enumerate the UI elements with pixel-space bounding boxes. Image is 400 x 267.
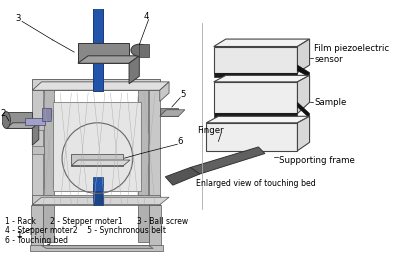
Bar [53, 102, 141, 191]
Bar [93, 0, 103, 91]
Polygon shape [32, 82, 169, 90]
Bar [42, 108, 51, 121]
Text: 1: 1 [16, 231, 21, 240]
Polygon shape [160, 110, 185, 116]
Polygon shape [298, 116, 310, 151]
Polygon shape [32, 123, 39, 145]
Text: 6: 6 [178, 137, 183, 146]
Bar [71, 154, 124, 166]
Polygon shape [206, 123, 298, 151]
Polygon shape [6, 123, 39, 128]
Bar [32, 123, 44, 130]
Text: 5: 5 [180, 91, 186, 99]
Polygon shape [214, 113, 298, 118]
Polygon shape [78, 56, 139, 63]
Polygon shape [298, 102, 310, 118]
Text: Supporting frame: Supporting frame [279, 155, 355, 164]
Polygon shape [298, 39, 310, 73]
Polygon shape [190, 147, 265, 174]
Bar [32, 88, 44, 205]
Bar [139, 44, 149, 57]
Bar [138, 88, 148, 199]
Polygon shape [214, 39, 310, 46]
Polygon shape [298, 75, 310, 113]
Bar [44, 203, 54, 242]
Text: 4 - Stepper moter2    5 - Synchronous belt: 4 - Stepper moter2 5 - Synchronous belt [5, 226, 166, 235]
Polygon shape [160, 82, 169, 101]
Bar [30, 245, 162, 251]
Ellipse shape [131, 44, 148, 56]
Polygon shape [214, 75, 310, 82]
Text: 4: 4 [143, 12, 148, 21]
Bar [25, 118, 45, 125]
Text: 6 - Touching bed: 6 - Touching bed [5, 235, 68, 245]
Bar [31, 205, 44, 246]
Text: Sample: Sample [314, 98, 346, 107]
Ellipse shape [2, 112, 10, 128]
Text: 2: 2 [1, 109, 6, 118]
Bar [6, 112, 32, 128]
Polygon shape [42, 246, 153, 248]
Bar [149, 88, 160, 205]
Bar [78, 43, 129, 63]
Bar [149, 205, 161, 246]
Bar [93, 177, 103, 191]
Bar [32, 146, 44, 154]
Polygon shape [298, 65, 310, 77]
Bar [160, 108, 178, 116]
Polygon shape [129, 56, 139, 84]
Bar [93, 184, 103, 205]
Bar [44, 88, 54, 199]
Polygon shape [165, 167, 200, 185]
Polygon shape [214, 82, 298, 113]
Bar [32, 195, 160, 205]
Polygon shape [214, 46, 298, 73]
Text: Finger: Finger [197, 126, 224, 135]
Polygon shape [206, 116, 310, 123]
Bar [138, 203, 149, 242]
Text: Film piezoelectric
sensor: Film piezoelectric sensor [314, 44, 389, 64]
Bar [32, 79, 160, 90]
Text: Enlarged view of touching bed: Enlarged view of touching bed [196, 179, 316, 188]
Polygon shape [32, 197, 169, 205]
Text: 3: 3 [16, 14, 21, 23]
Polygon shape [71, 160, 130, 166]
Text: 1 - Rack      2 - Stepper moter1      3 - Ball screw: 1 - Rack 2 - Stepper moter1 3 - Ball scr… [5, 217, 188, 226]
Polygon shape [214, 73, 298, 77]
